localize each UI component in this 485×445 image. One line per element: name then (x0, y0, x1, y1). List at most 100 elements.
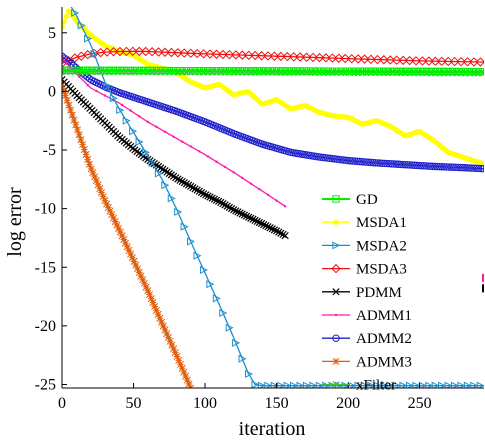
series-marker-admm3 (152, 306, 160, 314)
series-marker-pdmm (234, 208, 242, 216)
x-tick-label: 150 (265, 395, 289, 412)
series-marker-msda3 (134, 46, 144, 57)
series-marker-msda2 (154, 169, 163, 178)
series-marker-msda2 (116, 106, 125, 115)
series-marker-admm2 (358, 157, 366, 166)
series-marker-msda3 (128, 46, 138, 57)
x-tick-label: 0 (58, 395, 66, 412)
series-marker-msda2 (444, 381, 453, 388)
series-marker-admm1 (146, 120, 150, 124)
series-marker-gd (478, 68, 484, 76)
y-tick-label: -5 (43, 142, 56, 159)
series-marker-pdmm (208, 194, 216, 202)
legend-label-pdmm: PDMM (356, 285, 402, 301)
series-marker-admm3 (125, 246, 133, 255)
series-marker-pdmm (242, 212, 251, 220)
legend-marker-msda3 (331, 263, 341, 274)
series-marker-pdmm (204, 192, 212, 200)
legend-item-admm3: ADMM3 (322, 354, 412, 370)
series-marker-admm3 (158, 318, 166, 326)
series-marker-admm3 (94, 181, 102, 189)
series-marker-admm3 (183, 376, 191, 384)
series-marker-admm1 (77, 75, 81, 78)
series-marker-msda2 (302, 381, 311, 388)
series-marker-pdmm (253, 217, 261, 226)
legend-marker-msda1 (333, 219, 339, 225)
series-marker-pdmm (212, 196, 221, 204)
series-marker-msda3 (314, 52, 325, 63)
series-marker-msda3 (334, 53, 344, 63)
legend-marker-xfilter (332, 380, 340, 389)
series-marker-msda3 (437, 56, 447, 67)
series-marker-admm2 (355, 157, 364, 166)
series-marker-msda3 (475, 57, 484, 67)
series-marker-msda3 (372, 54, 383, 65)
series-marker-admm2 (328, 154, 336, 163)
series-marker-msda3 (385, 55, 396, 65)
series-marker-msda2 (90, 49, 99, 58)
series-marker-admm3 (121, 239, 130, 247)
series-marker-msda2 (225, 323, 234, 332)
series-marker-pdmm (268, 225, 276, 233)
series-marker-admm3 (85, 160, 94, 168)
series-marker-admm1 (95, 89, 98, 93)
series-marker-admm1 (198, 150, 201, 153)
series-marker-msda3 (173, 48, 183, 58)
series-marker-msda2 (393, 381, 402, 388)
series-marker-msda3 (198, 49, 209, 59)
series-marker-admm3 (151, 302, 159, 311)
series-marker-admm2 (323, 154, 332, 162)
series-marker-admm1 (223, 165, 227, 169)
series-marker-admm3 (62, 91, 69, 99)
series-marker-admm1 (206, 155, 210, 158)
series-marker-pdmm (264, 223, 272, 231)
series-marker-msda2 (380, 381, 389, 388)
series-marker-msda2 (457, 381, 466, 388)
series-marker-admm3 (68, 111, 76, 119)
series-marker-pdmm (180, 179, 188, 187)
series-marker-admm3 (127, 250, 135, 258)
series-marker-admm3 (97, 188, 106, 197)
series-marker-admm3 (182, 372, 190, 380)
series-msda2 (65, 0, 484, 388)
series-marker-pdmm (189, 183, 197, 192)
series-marker-msda3 (404, 55, 415, 66)
series-marker-pdmm (277, 229, 285, 237)
series-marker-msda2 (257, 381, 266, 388)
series-marker-msda2 (264, 381, 273, 388)
series-marker-pdmm (260, 220, 268, 229)
series-marker-admm3 (118, 232, 126, 240)
series-marker-admm3 (180, 368, 188, 376)
series-marker-admm3 (168, 341, 176, 349)
series-gd (62, 66, 484, 76)
legend-marker-admm3 (332, 357, 340, 365)
series-marker-admm3 (171, 349, 179, 357)
series-marker-msda2 (354, 381, 363, 388)
series-marker-msda2 (65, 0, 71, 6)
series-marker-admm3 (63, 96, 71, 104)
series-marker-msda2 (135, 137, 144, 146)
series-marker-msda2 (199, 265, 208, 274)
series-marker-pdmm (279, 230, 287, 239)
series-marker-msda2 (373, 381, 382, 388)
series-marker-msda2 (148, 158, 157, 167)
series-marker-pdmm (206, 193, 214, 201)
series-marker-msda3 (121, 46, 132, 57)
series-marker-msda2 (193, 251, 202, 260)
series-marker-admm3 (115, 225, 123, 233)
series-marker-pdmm (262, 222, 270, 230)
series-marker-msda3 (449, 56, 460, 67)
series-marker-msda3 (140, 46, 151, 57)
series-marker-admm3 (139, 276, 147, 284)
series-marker-admm3 (173, 352, 181, 361)
x-tick-label: 250 (408, 395, 432, 412)
series-marker-admm3 (108, 210, 116, 219)
series-marker-admm1 (241, 176, 244, 180)
series-marker-admm3 (185, 380, 193, 388)
series-marker-pdmm (174, 175, 182, 183)
series-marker-msda2 (71, 8, 80, 17)
series-marker-admm3 (123, 243, 131, 251)
y-tick-label: 5 (48, 25, 56, 42)
legend-label-msda1: MSDA1 (356, 215, 407, 231)
series-marker-admm3 (159, 322, 167, 330)
